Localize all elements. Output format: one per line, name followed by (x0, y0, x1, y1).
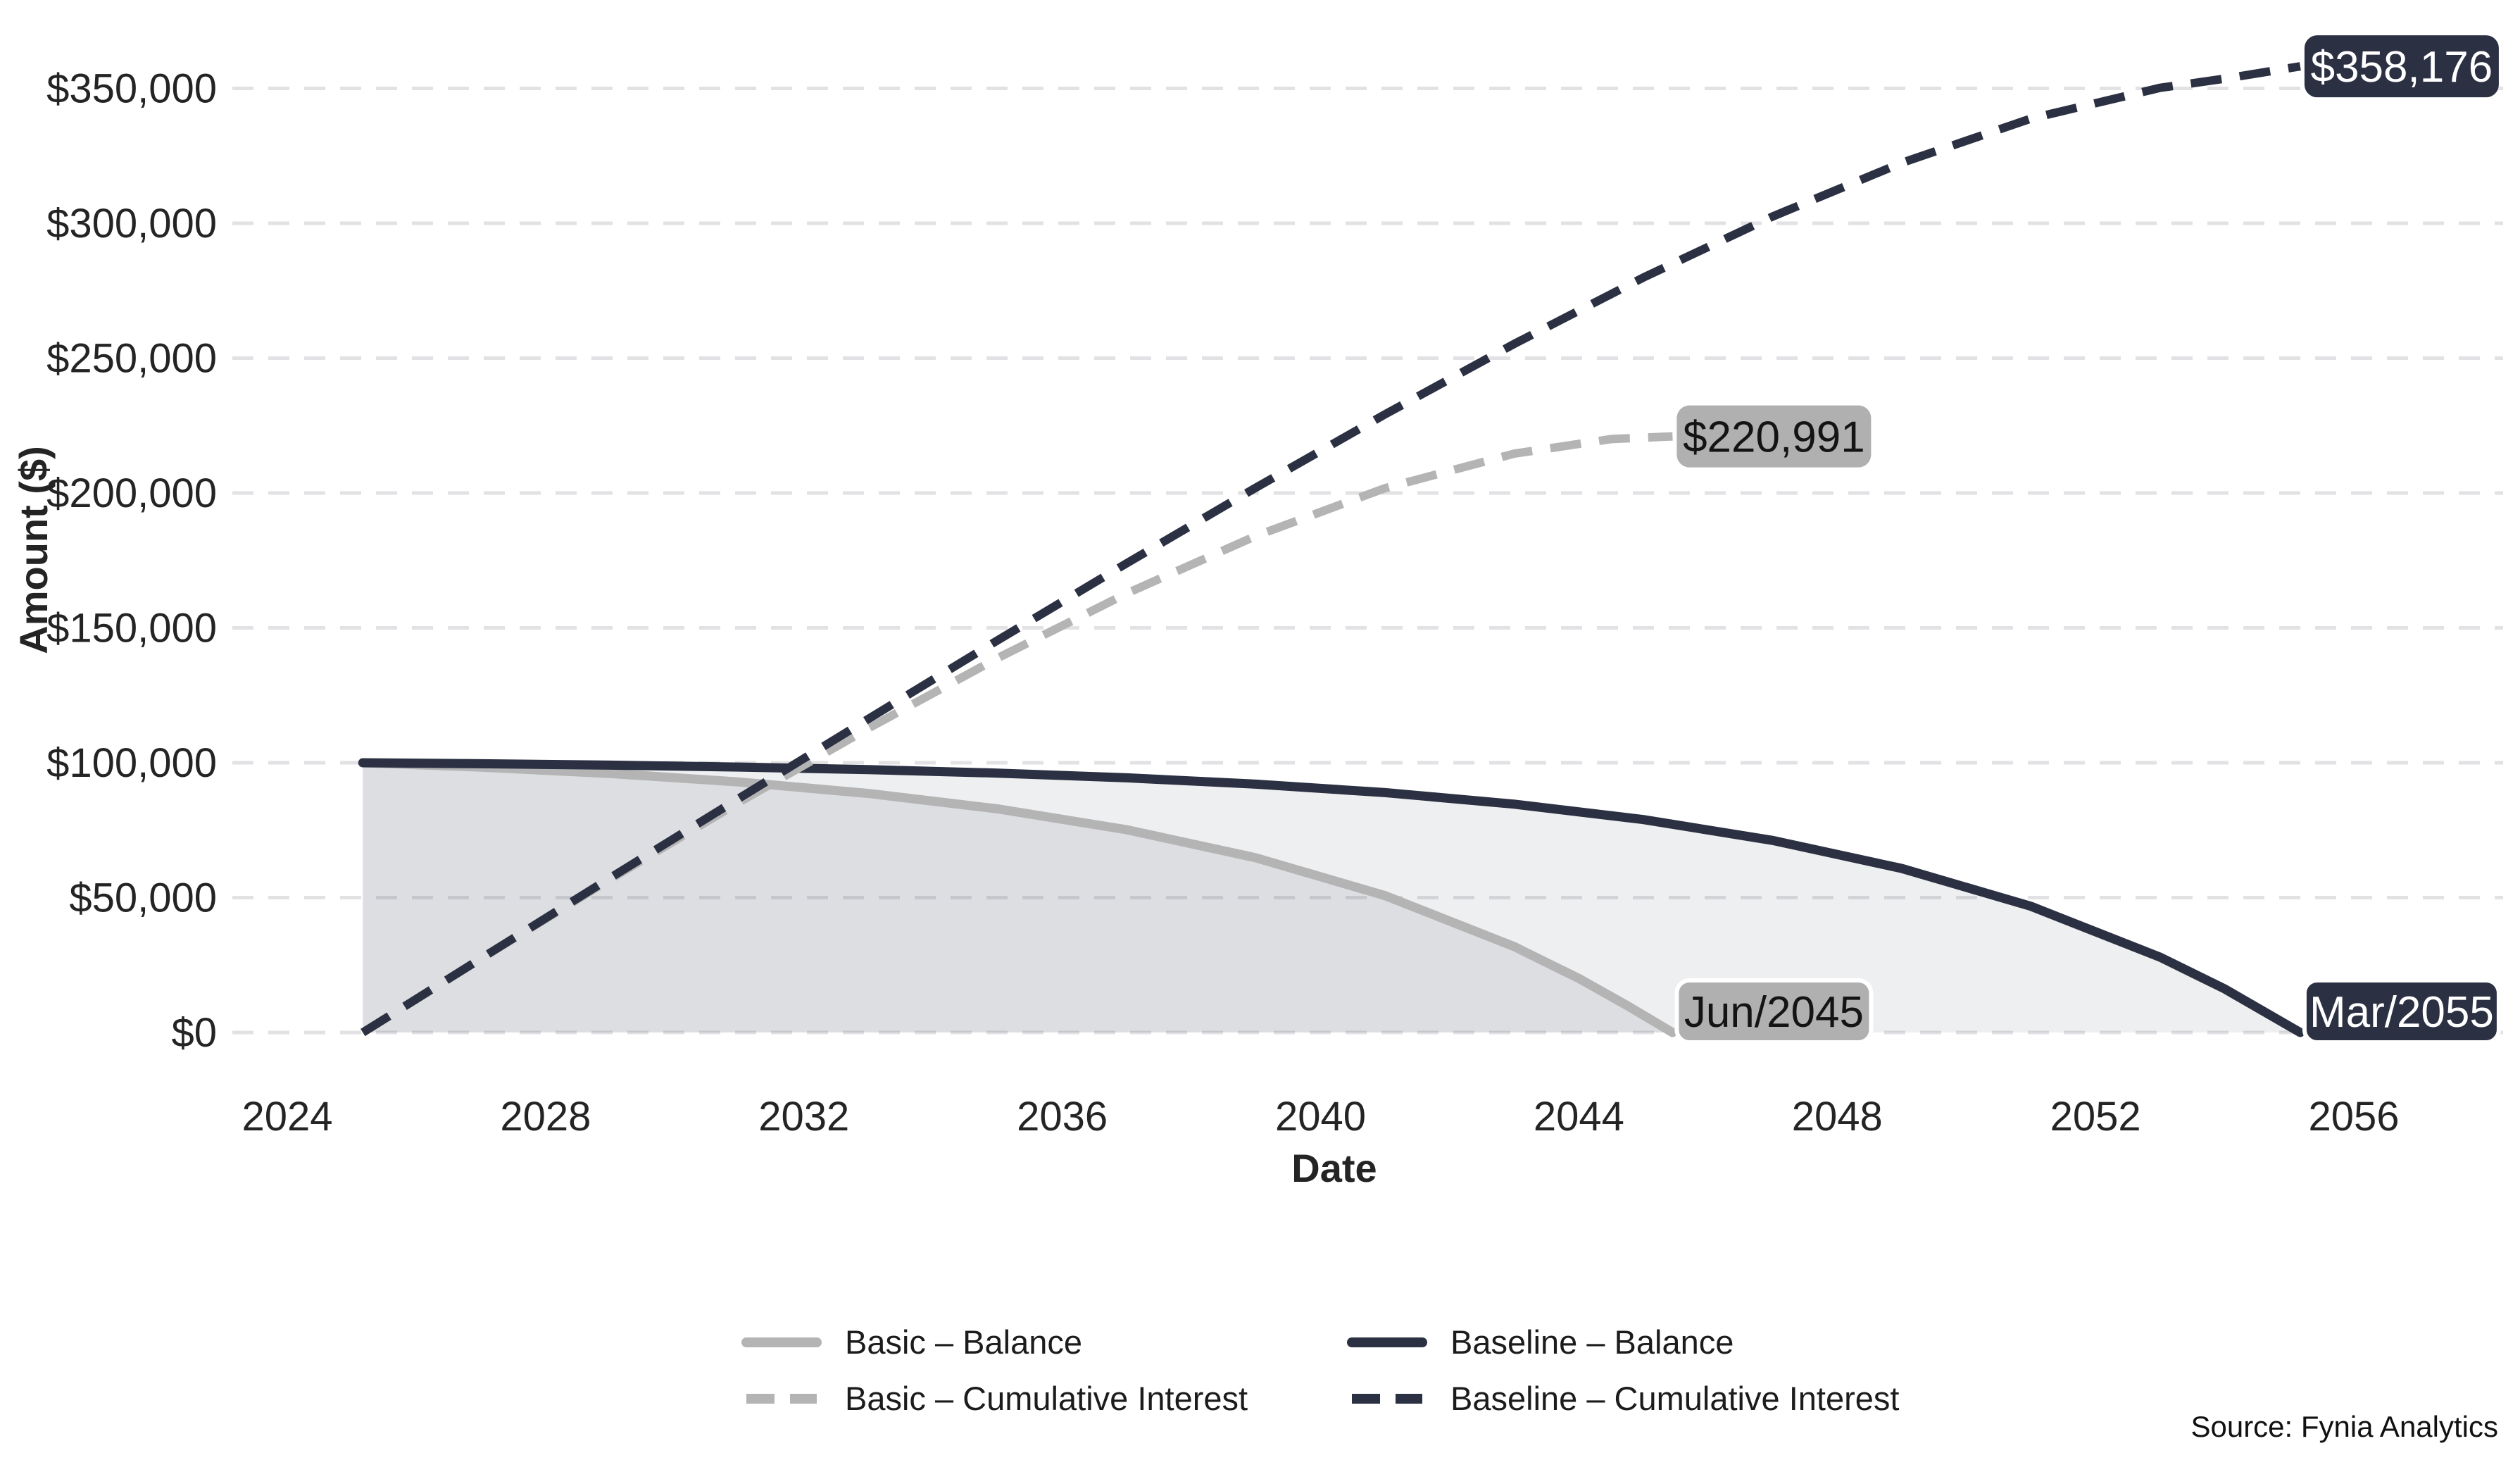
x-tick-label: 2056 (2309, 1094, 2400, 1140)
legend: Basic – Balance Basic – Cumulative Inter… (741, 1323, 1899, 1417)
badge-rect (1676, 405, 1872, 468)
series-line-basic-balance (358, 758, 1677, 1037)
x-tick-label: 2040 (1275, 1094, 1366, 1140)
y-tick-label: $100,000 (46, 740, 217, 786)
x-tick-label: 2036 (1017, 1094, 1108, 1140)
area-fill-baseline-balance (363, 763, 2300, 1032)
y-tick-label: $300,000 (46, 201, 217, 247)
x-tick-label: 2048 (1792, 1094, 1883, 1140)
annotation-badge-basic-payoff-date: Jun/2045 (1674, 978, 1874, 1044)
badge-rect (2302, 978, 2501, 1044)
y-tick-label: $350,000 (46, 66, 217, 112)
series-line-baseline-cumulative-interest (361, 62, 2301, 1037)
series-line-baseline-balance (358, 758, 2305, 1037)
legend-label: Basic – Balance (845, 1323, 1082, 1361)
badge-label: Mar/2055 (2309, 988, 2494, 1037)
legend-item-basic-cumulative-interest: Basic – Cumulative Interest (746, 1380, 1248, 1417)
badge-label: $220,991 (1683, 413, 1865, 462)
legend-label: Basic – Cumulative Interest (845, 1380, 1248, 1417)
y-axis-tick-labels: $0 $50,000 $100,000 $150,000 $200,000 $250,00… (46, 66, 217, 1056)
legend-label: Baseline – Cumulative Interest (1450, 1380, 1899, 1417)
legend-item-baseline-balance: Baseline – Balance (1347, 1323, 1734, 1361)
badge-rect (1674, 978, 1874, 1044)
legend-item-basic-balance: Basic – Balance (741, 1323, 1082, 1361)
legend-label: Baseline – Balance (1450, 1323, 1734, 1361)
source-note: Source: Fynia Analytics (2190, 1410, 2498, 1443)
y-tick-label: $250,000 (46, 336, 217, 382)
y-tick-label: $200,000 (46, 470, 217, 516)
area-fill-basic-balance (363, 763, 1673, 1032)
legend-item-baseline-cumulative-interest: Baseline – Cumulative Interest (1352, 1380, 1899, 1417)
y-tick-label: $50,000 (69, 875, 217, 921)
x-axis-tick-labels: 2024 2028 2032 2036 2040 2044 2048 2052 2056 (242, 1094, 2399, 1140)
annotation-badge-basic-total-interest: $220,991 (1676, 405, 1872, 468)
x-tick-label: 2028 (500, 1094, 591, 1140)
x-tick-label: 2052 (2050, 1094, 2141, 1140)
badge-label: Jun/2045 (1684, 988, 1864, 1037)
y-axis-title: Amount ($) (11, 446, 56, 654)
annotation-badge-baseline-payoff-date: Mar/2055 (2302, 978, 2501, 1044)
annotation-badge-baseline-total-interest: $358,176 (2304, 35, 2499, 98)
badge-label: $358,176 (2311, 43, 2493, 92)
series-lines (358, 62, 2305, 1037)
x-axis-title: Date (1291, 1146, 1377, 1190)
x-tick-label: 2024 (242, 1094, 332, 1140)
x-tick-label: 2044 (1534, 1094, 1624, 1140)
y-tick-label: $0 (171, 1010, 217, 1056)
badge-rect (2304, 35, 2499, 98)
x-tick-label: 2032 (758, 1094, 849, 1140)
y-tick-label: $150,000 (46, 606, 217, 651)
